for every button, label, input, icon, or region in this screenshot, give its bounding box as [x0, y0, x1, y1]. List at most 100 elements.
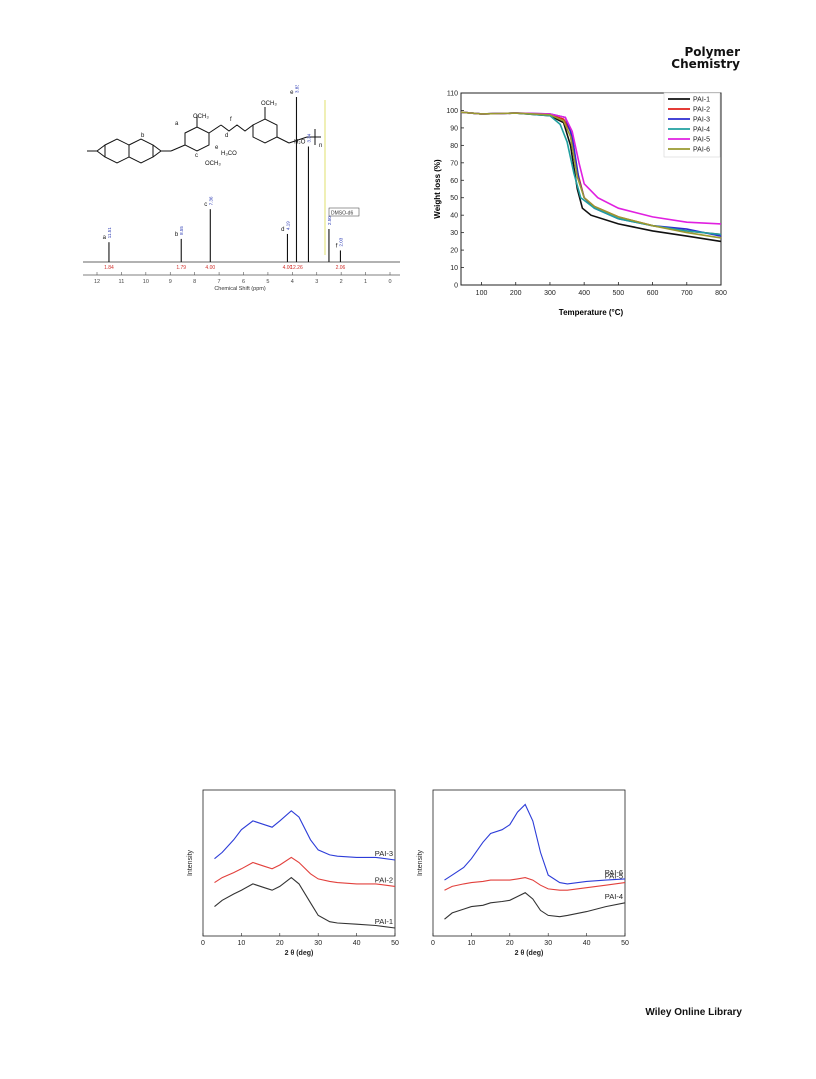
tga-x-tick-label: 800	[715, 290, 727, 297]
nmr-tick-label: 11	[119, 279, 125, 285]
xrd-left-y-axis-label: Intensity	[187, 849, 194, 876]
nmr-x-axis-label: Chemical Shift (ppm)	[214, 286, 266, 292]
tga-x-tick-label: 300	[544, 290, 556, 297]
nmr-integral: 4.00	[283, 265, 293, 271]
xrd-left-x-tick-label: 40	[353, 940, 361, 947]
xrd-left-x-tick-label: 30	[314, 940, 322, 947]
svg-text:H₃CO: H₃CO	[221, 151, 237, 157]
xrd-right-x-tick-label: 0	[431, 940, 435, 947]
nmr-tick-label: 1	[364, 279, 367, 285]
svg-text:f: f	[230, 117, 232, 123]
xrd-right-x-tick-label: 30	[544, 940, 552, 947]
tga-x-tick-label: 700	[681, 290, 693, 297]
journal-title: Polymer Chemistry	[671, 46, 740, 70]
tga-y-tick-label: 0	[454, 283, 458, 290]
tga-y-tick-group: 0 10 20 30 40 50 60 70 80 90 100 110	[446, 91, 464, 290]
xrd-left-x-tick-label: 20	[276, 940, 284, 947]
svg-text:a: a	[175, 121, 179, 127]
chemical-structure	[87, 107, 321, 164]
xrd-right-series-label: PAI-4	[605, 892, 623, 901]
xrd-right-x-tick-label: 10	[468, 940, 476, 947]
tga-x-tick-label: 600	[647, 290, 659, 297]
tga-legend-box	[663, 92, 721, 158]
nmr-tick-label: 0	[388, 279, 391, 285]
xrd-right-series-line	[444, 877, 626, 891]
tga-legend: PAI-1 PAI-2 PAI-3 PAI-4 PAI-5 PAI-6	[663, 92, 721, 158]
tga-y-tick-label: 90	[450, 125, 458, 132]
tga-y-tick-label: 50	[450, 195, 458, 202]
nmr-tick-label: 9	[169, 279, 172, 285]
xrd-right-x-tick-label: 20	[506, 940, 514, 947]
xrd-right-series-label: PAI-5	[605, 872, 623, 881]
xrd-left-series-line	[214, 810, 396, 861]
xrd-right-x-tick-label: 50	[621, 940, 629, 947]
nmr-tick-label: 8	[193, 279, 196, 285]
tga-x-tick-label: 200	[510, 290, 522, 297]
nmr-peak-shift: 2.50	[327, 216, 332, 225]
tga-x-tick-label: 500	[613, 290, 625, 297]
tga-legend-label: PAI-3	[693, 117, 710, 124]
svg-text:OCH₃: OCH₃	[261, 101, 277, 107]
xrd-right-series-label: PAI-6	[605, 868, 623, 877]
nmr-peak-shift: 11.51	[107, 227, 112, 238]
xrd-left-series-label: PAI-3	[375, 849, 393, 858]
nmr-tick-label: 7	[218, 279, 221, 285]
xrd-left-chart: 0 10 20 30 40 50 2 θ (deg) Intensity PAI-3 PAI-2 P…	[187, 789, 399, 957]
xrd-right-x-axis-label: 2 θ (deg)	[515, 950, 544, 957]
svg-text:d: d	[225, 133, 228, 139]
tga-y-tick-label: 20	[450, 248, 458, 255]
svg-text:b: b	[141, 133, 145, 139]
nmr-tick-group: 12 11 10 9 8 7 6 5 4 3 2 1 0	[94, 272, 392, 285]
tga-series-group	[460, 111, 722, 243]
tga-y-tick-label: 30	[450, 230, 458, 237]
nmr-tick-label: 10	[143, 279, 149, 285]
xrd-left-figure: 0 10 20 30 40 50 2 θ (deg) Intensity PAI-3 PAI-2 P…	[183, 788, 403, 958]
svg-text:n: n	[319, 143, 322, 149]
nmr-peak-shift: 2.03	[338, 237, 343, 246]
xrd-right-plot-frame	[432, 789, 626, 937]
tga-x-tick-label: 100	[476, 290, 488, 297]
tga-legend-label: PAI-5	[693, 137, 710, 144]
svg-text:e: e	[215, 145, 219, 151]
nmr-tick-label: 4	[291, 279, 294, 285]
nmr-spectrum: b OCH₃ OCH₃ a c d f e H₃CO OCH₃ n 12 11 10…	[83, 84, 400, 292]
nmr-tick-label: 5	[266, 279, 269, 285]
xrd-left-series-label: PAI-2	[375, 875, 393, 884]
xrd-left-x-tick-label: 0	[201, 940, 205, 947]
nmr-peak-shift: 3.83	[294, 85, 299, 93]
nmr-figure: b OCH₃ OCH₃ a c d f e H₃CO OCH₃ n 12 11 10…	[75, 84, 405, 295]
tga-x-tick-label: 400	[578, 290, 590, 297]
xrd-right-series-line	[444, 892, 626, 920]
tga-legend-label: PAI-6	[693, 147, 710, 154]
xrd-left-plot-frame	[202, 789, 396, 937]
footer-publisher: Wiley Online Library	[645, 1007, 742, 1018]
nmr-peak-label: d	[281, 227, 284, 233]
nmr-tick-label: 2	[340, 279, 343, 285]
tga-legend-label: PAI-1	[693, 97, 710, 104]
tga-y-tick-label: 110	[447, 91, 458, 98]
xrd-left-series-line	[214, 856, 396, 887]
tga-y-tick-label: 70	[450, 160, 458, 167]
journal-title-line1: Polymer	[684, 45, 740, 59]
tga-y-axis-label: Weight loss (%)	[433, 159, 442, 219]
journal-title-line2: Chemistry	[671, 57, 740, 71]
tga-figure: 0 10 20 30 40 50 60 70 80 90 100 110 100 200 300 400 50…	[428, 85, 733, 325]
nmr-peak-label: H₂O	[294, 140, 306, 146]
nmr-integral: 12.26	[290, 265, 303, 271]
xrd-left-series-line	[214, 876, 396, 929]
nmr-peak-label: b	[175, 232, 179, 238]
tga-y-tick-label: 100	[446, 108, 458, 115]
tga-y-tick-label: 80	[450, 143, 458, 150]
tga-y-tick-label: 40	[450, 213, 458, 220]
xrd-right-figure: 0 10 20 30 40 50 2 θ (deg) Intensity PAI-6 PAI-5 P…	[413, 788, 633, 958]
nmr-peak-shift: 4.19	[285, 221, 290, 230]
tga-chart: 0 10 20 30 40 50 60 70 80 90 100 110 100 200 300 400 50…	[433, 91, 727, 318]
tga-y-tick-label: 10	[450, 265, 458, 272]
xrd-left-series-label: PAI-1	[375, 917, 393, 926]
nmr-peak-label: f	[336, 243, 338, 249]
tga-legend-label: PAI-4	[693, 127, 710, 134]
nmr-integral: 4.00	[205, 265, 215, 271]
tga-y-tick-label: 60	[450, 178, 458, 185]
xrd-right-x-tick-label: 40	[583, 940, 591, 947]
